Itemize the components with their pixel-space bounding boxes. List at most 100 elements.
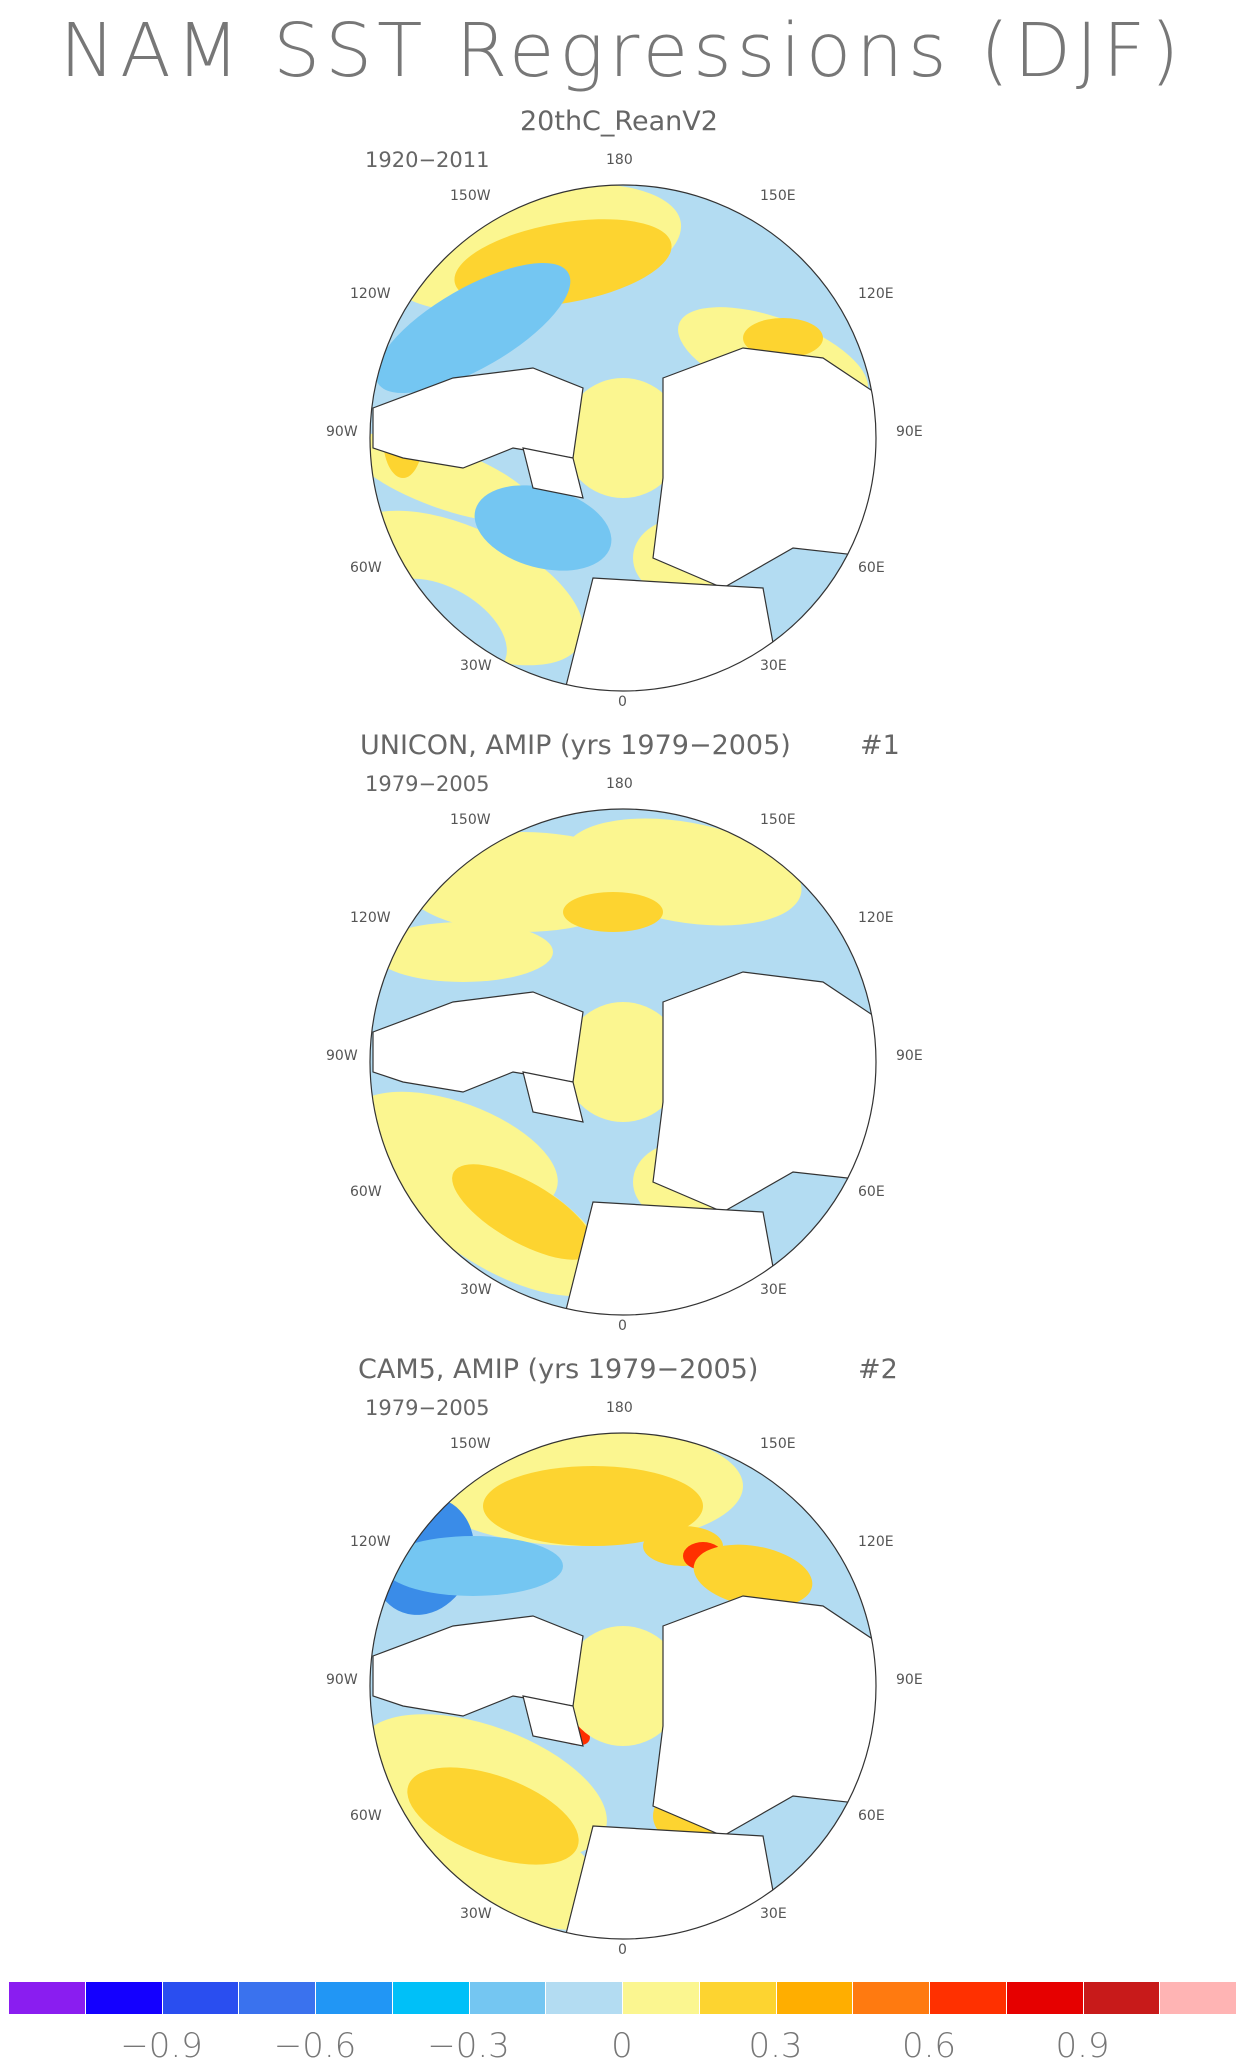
land-mass [562, 577, 784, 691]
land-mass [522, 1071, 584, 1123]
sst-anomaly-region [563, 1626, 683, 1746]
longitude-label: 30E [760, 1906, 787, 1922]
longitude-label: 150E [760, 1436, 796, 1452]
longitude-label: 30W [460, 658, 492, 674]
colorbar-swatch [468, 1982, 546, 2014]
longitude-label: 150W [450, 812, 491, 828]
longitude-label: 30E [760, 658, 787, 674]
longitude-label: 120E [858, 1534, 894, 1550]
colorbar-swatch [161, 1982, 239, 2014]
colorbar-swatch [1159, 1982, 1236, 2014]
longitude-label: 30W [460, 1906, 492, 1922]
land-mass [562, 1201, 784, 1315]
colorbar [8, 1982, 1236, 2014]
longitude-label: 120E [858, 910, 894, 926]
longitude-label: 0 [618, 1942, 627, 1958]
longitude-label: 180 [606, 1400, 633, 1416]
colorbar-swatch [238, 1982, 315, 2014]
map-boundary [369, 808, 877, 1316]
longitude-label: 90E [896, 424, 923, 440]
colorbar-swatch [1082, 1982, 1160, 2014]
map-panel-cam5: CAM5, AMIP (yrs 1979−2005) #2 1979−2005 180… [0, 1354, 1244, 1958]
sst-anomaly-region [474, 485, 612, 571]
longitude-label: 120W [350, 910, 391, 926]
sst-anomaly-region [563, 378, 683, 498]
colorbar-swatch [698, 1982, 776, 2014]
colorbar-swatch [852, 1982, 929, 2014]
polar-map [369, 1432, 877, 1940]
longitude-label: 120W [350, 286, 391, 302]
land-mass [652, 971, 876, 1213]
land-mass [652, 347, 876, 589]
longitude-label: 0 [618, 694, 627, 710]
sst-anomaly-region [743, 318, 823, 358]
longitude-label: 60E [858, 1808, 885, 1824]
panel-title: 20thC_ReanV2 [520, 106, 718, 137]
longitude-label: 30W [460, 1282, 492, 1298]
map-panel-reanalysis: 20thC_ReanV2 1920−2011 180 0 150W 150E 120W 120… [0, 106, 1244, 710]
sst-anomaly-region [693, 1544, 813, 1608]
sst-anomaly-region [407, 1767, 579, 1865]
sst-anomaly-region [370, 510, 584, 666]
longitude-label: 120W [350, 1534, 391, 1550]
longitude-label: 30E [760, 1282, 787, 1298]
land-mass [522, 1695, 584, 1747]
longitude-label: 90W [326, 1672, 358, 1688]
sst-anomaly-region [375, 263, 571, 393]
longitude-label: 60W [350, 1184, 382, 1200]
panel-title: CAM5, AMIP (yrs 1979−2005) [358, 1354, 759, 1385]
land-mass [522, 447, 584, 499]
map-boundary [369, 1432, 877, 1940]
panel-period: 1920−2011 [365, 148, 490, 172]
longitude-label: 90W [326, 1048, 358, 1064]
colorbar-tick-label: −0.9 [120, 2026, 203, 2066]
colorbar-swatch [8, 1982, 85, 2014]
panel-title: UNICON, AMIP (yrs 1979−2005) [360, 730, 791, 761]
polar-map [369, 808, 877, 1316]
polar-map [369, 184, 877, 692]
colorbar-tick-label: 0.3 [748, 2026, 803, 2066]
longitude-label: 150W [450, 188, 491, 204]
longitude-label: 90W [326, 424, 358, 440]
colorbar-swatch [545, 1982, 622, 2014]
colorbar-swatch [622, 1982, 699, 2014]
panel-number: #1 [860, 730, 900, 761]
colorbar-tick-label: −0.3 [427, 2026, 510, 2066]
sst-anomaly-region [383, 1536, 563, 1596]
map-panel-unicon: UNICON, AMIP (yrs 1979−2005) #1 1979−2005 1… [0, 730, 1244, 1334]
colorbar-swatch [315, 1982, 392, 2014]
sst-anomaly-region [373, 922, 553, 982]
panel-period: 1979−2005 [365, 772, 490, 796]
longitude-label: 60W [350, 560, 382, 576]
longitude-label: 180 [606, 152, 633, 168]
land-mass [652, 1595, 876, 1837]
colorbar-tick-label: 0.9 [1055, 2026, 1110, 2066]
longitude-label: 180 [606, 776, 633, 792]
colorbar-swatch [84, 1982, 162, 2014]
colorbar-tick-label: 0 [611, 2026, 633, 2066]
sst-anomaly-region [483, 1466, 703, 1546]
longitude-label: 150E [760, 188, 796, 204]
longitude-label: 90E [896, 1048, 923, 1064]
longitude-label: 60E [858, 560, 885, 576]
longitude-label: 90E [896, 1672, 923, 1688]
longitude-label: 60E [858, 1184, 885, 1200]
figure-title: NAM SST Regressions (DJF) [59, 8, 1185, 94]
longitude-label: 60W [350, 1808, 382, 1824]
colorbar-swatch [929, 1982, 1006, 2014]
land-mass [562, 1825, 784, 1939]
colorbar-tick-label: −0.6 [273, 2026, 357, 2066]
longitude-label: 120E [858, 286, 894, 302]
sst-anomaly-region [563, 1002, 683, 1122]
map-boundary [369, 184, 877, 692]
sst-anomaly-region [563, 892, 663, 932]
colorbar-swatch [391, 1982, 469, 2014]
longitude-label: 150E [760, 812, 796, 828]
colorbar-tick-label: 0.6 [901, 2026, 957, 2066]
panel-number: #2 [858, 1354, 898, 1385]
colorbar-swatch [775, 1982, 853, 2014]
longitude-label: 0 [618, 1318, 627, 1334]
colorbar-swatch [1005, 1982, 1083, 2014]
panel-period: 1979−2005 [365, 1396, 490, 1420]
longitude-label: 150W [450, 1436, 491, 1452]
